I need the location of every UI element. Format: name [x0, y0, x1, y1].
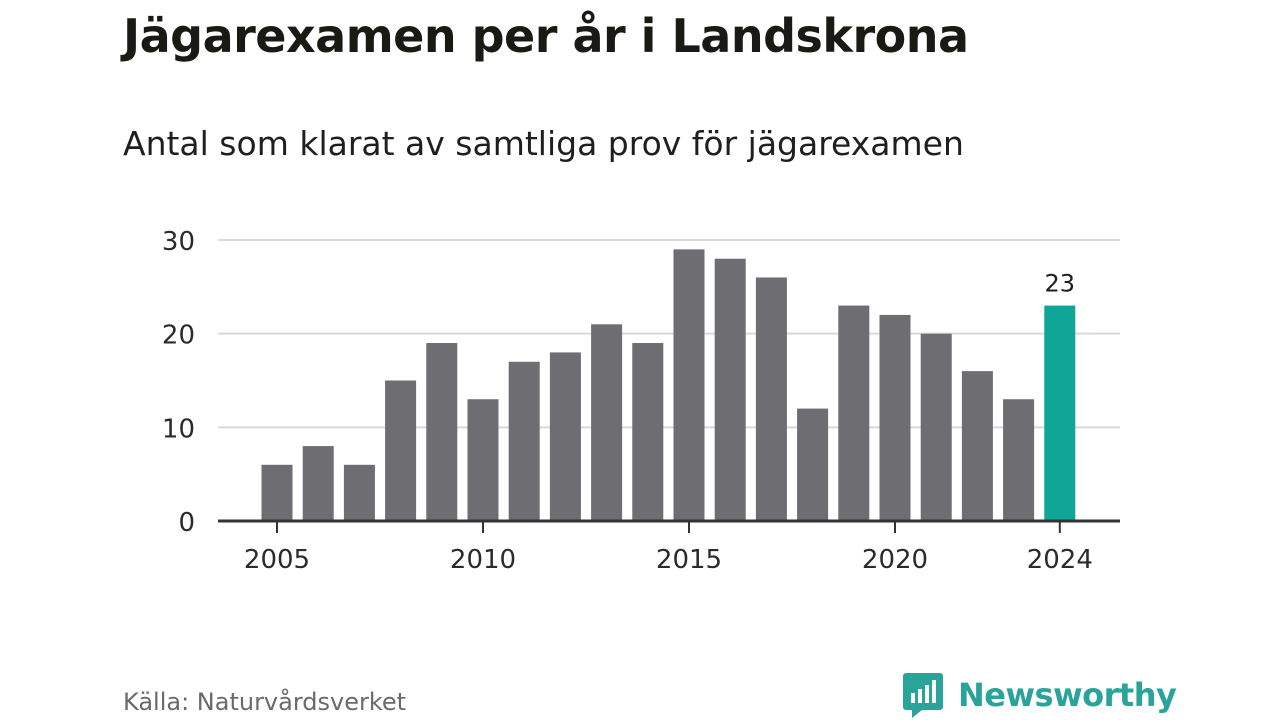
source-note: Källa: Naturvårdsverket — [123, 688, 407, 716]
labels: 0 10 20 30 2005 2010 2015 2020 2024 23 — [162, 227, 1093, 575]
bar — [920, 333, 952, 521]
x-tick-label: 2015 — [656, 545, 722, 575]
chart-subtitle: Antal som klarat av samtliga prov för jä… — [123, 124, 964, 163]
bar — [426, 343, 458, 521]
newsworthy-logo-icon — [903, 673, 943, 718]
bar-chart: 0 10 20 30 2005 2010 2015 2020 2024 23 — [162, 227, 1120, 575]
chart-title: Jägarexamen per år i Landskrona — [123, 9, 969, 63]
y-tick-label: 20 — [162, 321, 195, 351]
bar — [797, 408, 829, 521]
bar — [714, 258, 746, 521]
bar — [838, 305, 870, 521]
x-tick-label: 2010 — [450, 545, 516, 575]
bar — [961, 371, 993, 521]
x-tick-label: 2020 — [862, 545, 928, 575]
brand-name: Newsworthy — [958, 676, 1177, 714]
data-label: 23 — [1045, 270, 1076, 298]
bar — [632, 343, 664, 521]
bar — [508, 361, 540, 521]
x-tick-label: 2024 — [1027, 545, 1093, 575]
y-tick-label: 0 — [178, 508, 195, 538]
axes — [218, 519, 1120, 533]
bar — [302, 446, 334, 521]
bars — [261, 249, 1076, 521]
bar — [1003, 399, 1035, 521]
bar — [879, 314, 911, 521]
bar — [467, 399, 499, 521]
brand[interactable]: Newsworthy — [902, 670, 1177, 720]
bar — [385, 380, 417, 521]
bar-highlight — [1044, 305, 1076, 521]
bar — [549, 352, 581, 521]
bar — [591, 324, 623, 521]
x-tick-label: 2005 — [244, 545, 310, 575]
y-tick-label: 30 — [162, 227, 195, 257]
bar — [673, 249, 705, 521]
bar — [343, 464, 375, 521]
y-tick-label: 10 — [162, 414, 195, 444]
bar — [261, 464, 293, 521]
bar — [755, 277, 787, 521]
